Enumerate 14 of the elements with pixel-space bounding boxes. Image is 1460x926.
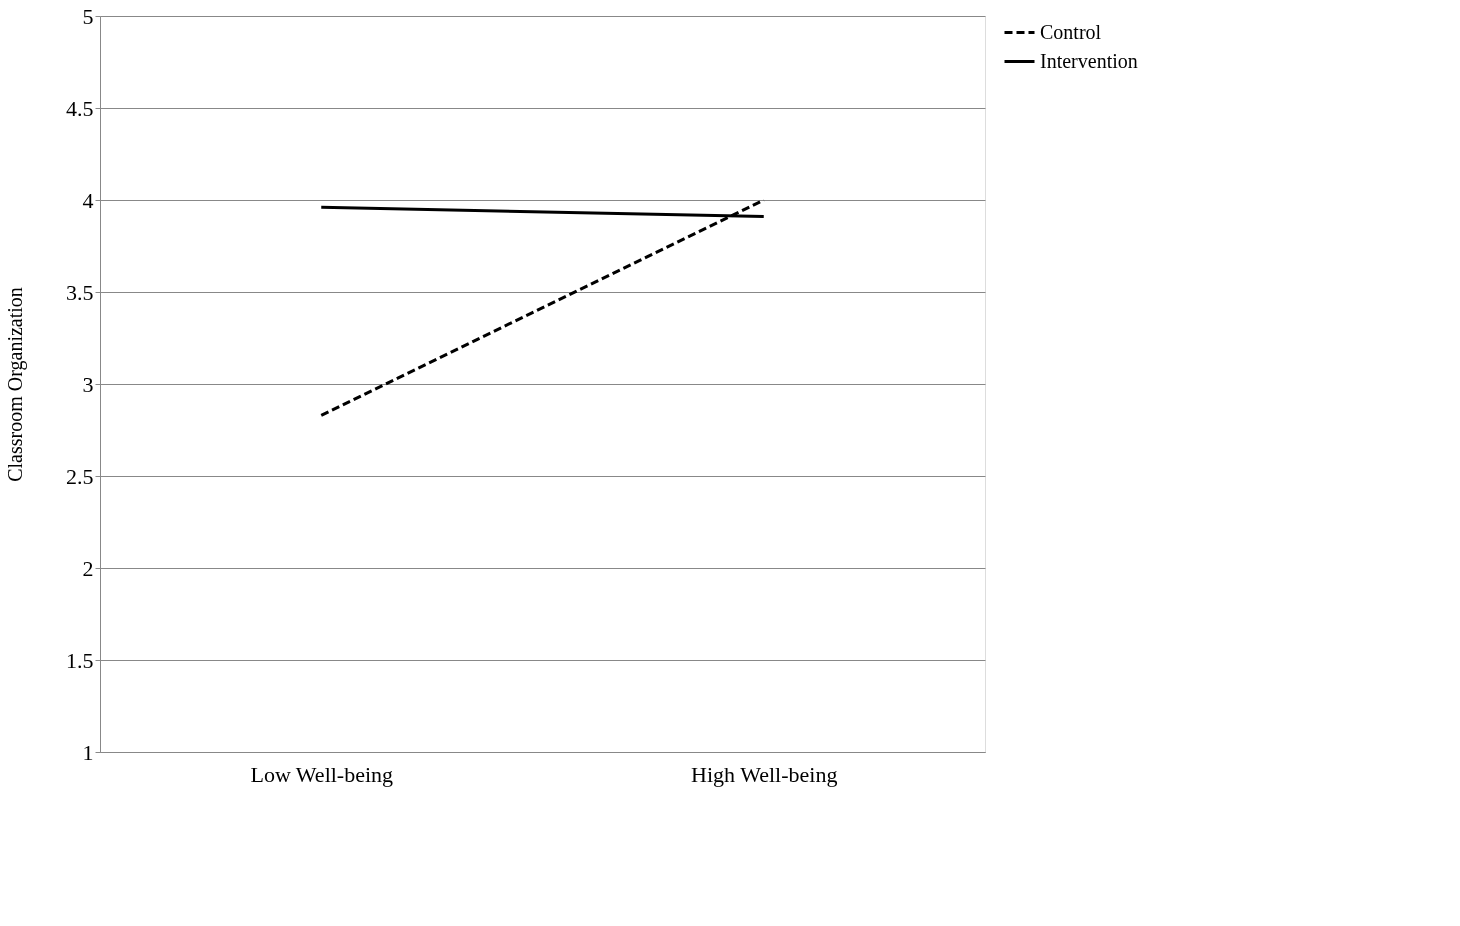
y-axis-title: Classroom Organization [4, 287, 27, 482]
y-tick-label: 2 [82, 555, 94, 581]
y-tick-label: 3.5 [66, 279, 94, 305]
y-tick-label: 1.5 [66, 647, 94, 673]
legend-label: Intervention [1040, 49, 1138, 72]
legend-label: Control [1040, 20, 1102, 43]
y-tick-label: 2.5 [66, 463, 94, 489]
x-tick-label: High Well-being [691, 761, 838, 787]
y-tick-label: 4 [82, 187, 94, 213]
y-tick-label: 4.5 [66, 95, 94, 121]
y-tick-label: 5 [82, 3, 94, 29]
y-tick-label: 1 [82, 739, 94, 765]
x-tick-label: Low Well-being [250, 761, 394, 787]
y-tick-label: 3 [82, 371, 94, 397]
